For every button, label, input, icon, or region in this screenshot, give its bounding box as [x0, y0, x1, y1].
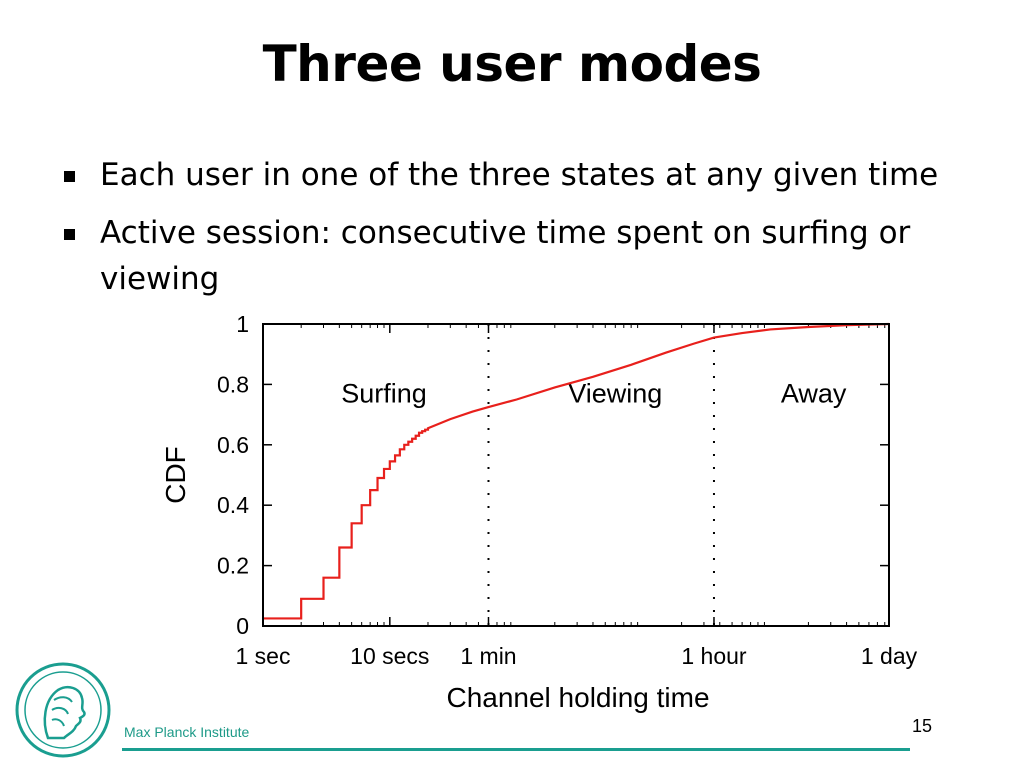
x-axis-title: Channel holding time	[446, 682, 709, 713]
y-tick-label: 0.8	[217, 371, 249, 397]
slide-title: Three user modes	[262, 35, 762, 93]
bullet-text: Each user in one of the three states at …	[100, 157, 939, 193]
x-tick-label: 1 sec	[236, 643, 291, 669]
bullet-text: Active session: consecutive time spent o…	[100, 215, 911, 297]
y-tick-label: 0.4	[217, 492, 249, 518]
institute-name: Max Planck Institute	[124, 724, 250, 740]
square-bullet-icon	[64, 229, 75, 240]
region-label: Away	[781, 379, 847, 409]
minerva-head-logo	[15, 662, 111, 758]
bullet-item: Each user in one of the three states at …	[62, 152, 962, 198]
plot-frame	[262, 323, 890, 627]
x-tick-label: 1 min	[460, 643, 516, 669]
footer-divider	[122, 748, 910, 751]
x-tick-label: 1 day	[861, 643, 918, 669]
y-tick-label: 0.6	[217, 432, 249, 458]
page-number: 15	[912, 716, 933, 736]
y-axis-title: CDF	[160, 446, 191, 504]
region-label: Surfing	[341, 379, 427, 409]
bullet-item: Active session: consecutive time spent o…	[62, 210, 942, 302]
y-tick-label: 1	[236, 311, 249, 337]
x-tick-label: 10 secs	[350, 643, 429, 669]
square-bullet-icon	[64, 171, 75, 182]
cdf-series-line	[263, 322, 890, 620]
y-tick-label: 0.2	[217, 553, 249, 579]
y-tick-label: 0	[236, 613, 249, 639]
region-label: Viewing	[568, 379, 662, 409]
x-tick-label: 1 hour	[681, 643, 747, 669]
